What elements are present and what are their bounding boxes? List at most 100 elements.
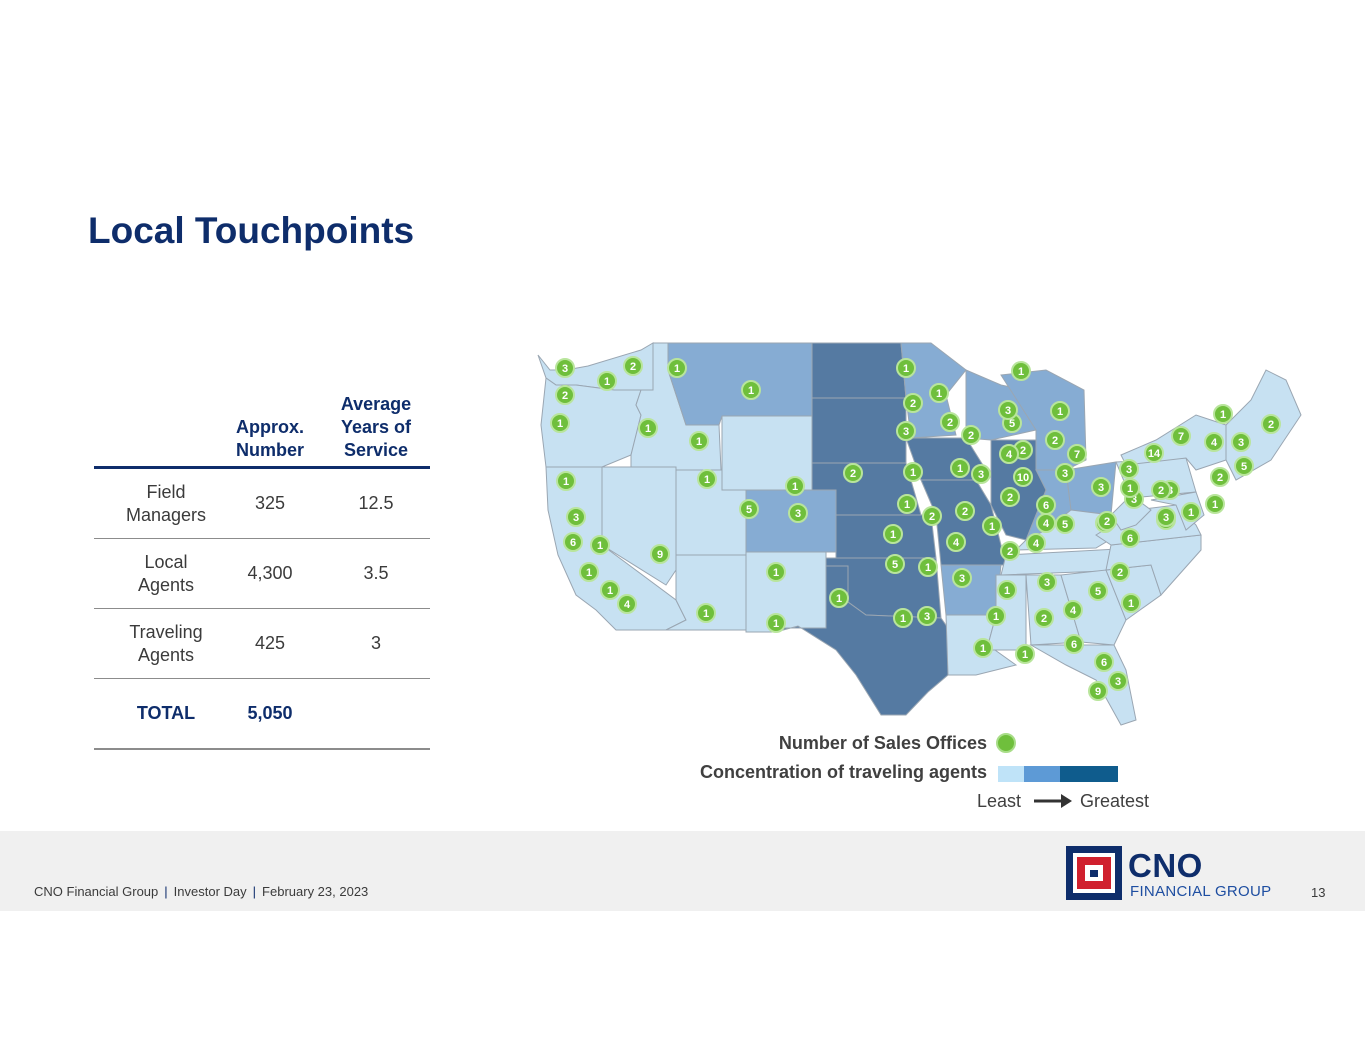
office-marker: 1 bbox=[918, 557, 938, 577]
office-count: 4 bbox=[1211, 437, 1218, 449]
office-marker: 6 bbox=[1094, 652, 1114, 672]
office-marker: 1 bbox=[997, 580, 1017, 600]
office-count: 1 bbox=[563, 476, 569, 488]
office-count: 1 bbox=[792, 481, 798, 493]
office-marker: 1 bbox=[590, 535, 610, 555]
legend-scale-least: Least bbox=[977, 791, 1022, 811]
office-marker: 2 bbox=[555, 385, 575, 405]
office-marker: 3 bbox=[1231, 432, 1251, 452]
office-marker: 1 bbox=[973, 638, 993, 658]
row-label: Local Agents bbox=[137, 551, 195, 595]
office-marker: 1 bbox=[883, 524, 903, 544]
office-marker: 1 bbox=[766, 613, 786, 633]
state-colorado bbox=[745, 489, 837, 553]
office-count: 3 bbox=[924, 611, 930, 623]
legend-concentration-label: Concentration of traveling agents bbox=[699, 762, 987, 782]
office-marker: 3 bbox=[952, 568, 972, 588]
office-count: 4 bbox=[1006, 449, 1013, 461]
office-marker: 3 bbox=[1091, 477, 1111, 497]
office-count: 4 bbox=[1033, 538, 1040, 550]
office-marker: 1 bbox=[667, 358, 687, 378]
office-marker: 1 bbox=[896, 358, 916, 378]
office-count: 1 bbox=[674, 363, 680, 375]
office-count: 1 bbox=[704, 474, 710, 486]
office-marker: 7 bbox=[1171, 426, 1191, 446]
office-marker: 6 bbox=[1036, 495, 1056, 515]
office-count: 5 bbox=[1062, 519, 1068, 531]
office-marker: 1 bbox=[597, 371, 617, 391]
office-count: 7 bbox=[1178, 431, 1184, 443]
office-marker: 2 bbox=[1097, 511, 1117, 531]
office-count: 2 bbox=[910, 398, 916, 410]
office-marker: 1 bbox=[893, 608, 913, 628]
office-count: 1 bbox=[645, 423, 651, 435]
office-count: 1 bbox=[900, 613, 906, 625]
office-count: 2 bbox=[929, 511, 935, 523]
row-number: 4,300 bbox=[247, 563, 293, 583]
office-marker: 4 bbox=[617, 594, 637, 614]
row-label: Traveling Agents bbox=[129, 621, 203, 665]
office-count: 1 bbox=[925, 562, 931, 574]
arrow-right-icon bbox=[1034, 794, 1072, 808]
office-count: 1 bbox=[607, 585, 613, 597]
office-marker: 1 bbox=[950, 458, 970, 478]
office-marker: 2 bbox=[1000, 487, 1020, 507]
office-marker: 3 bbox=[971, 464, 991, 484]
office-marker: 7 bbox=[1067, 444, 1087, 464]
office-marker: 1 bbox=[785, 476, 805, 496]
office-marker: 1 bbox=[689, 431, 709, 451]
office-marker: 4 bbox=[1036, 513, 1056, 533]
office-count: 1 bbox=[1220, 409, 1226, 421]
office-count: 3 bbox=[1098, 482, 1104, 494]
office-marker: 1 bbox=[897, 494, 917, 514]
touchpoints-table: Approx. Number Average Years of Service Fie… bbox=[94, 390, 430, 750]
office-marker: 1 bbox=[550, 413, 570, 433]
office-count: 1 bbox=[696, 436, 702, 448]
office-count: 3 bbox=[1062, 468, 1068, 480]
office-count: 1 bbox=[1128, 598, 1134, 610]
office-marker: 14 bbox=[1144, 443, 1164, 463]
office-marker: 4 bbox=[1026, 533, 1046, 553]
office-count: 4 bbox=[624, 599, 631, 611]
office-marker: 5 bbox=[739, 499, 759, 519]
header-years-of-service: Average Years of Service bbox=[340, 394, 412, 460]
office-count: 1 bbox=[703, 608, 709, 620]
office-count: 1 bbox=[557, 418, 563, 430]
row-years: 3.5 bbox=[363, 563, 389, 583]
office-marker: 2 bbox=[1151, 480, 1171, 500]
office-marker: 3 bbox=[1055, 463, 1075, 483]
state-regions bbox=[537, 342, 1302, 726]
legend-swatch-least bbox=[998, 766, 1024, 782]
office-count: 5 bbox=[1009, 418, 1015, 430]
legend-swatch-greatest bbox=[1060, 766, 1118, 782]
office-count: 6 bbox=[1127, 533, 1133, 545]
table-row-total: TOTAL 5,050 bbox=[94, 679, 430, 750]
office-marker: 1 bbox=[766, 562, 786, 582]
office-count: 1 bbox=[1004, 585, 1010, 597]
office-marker: 3 bbox=[1119, 459, 1139, 479]
office-count: 1 bbox=[773, 618, 779, 630]
office-count: 2 bbox=[1117, 567, 1123, 579]
row-years: 12.5 bbox=[358, 493, 394, 513]
office-count: 2 bbox=[1104, 516, 1110, 528]
state-michigan bbox=[1000, 369, 1087, 471]
office-count: 4 bbox=[1070, 605, 1077, 617]
office-marker: 2 bbox=[1045, 430, 1065, 450]
office-marker: 1 bbox=[697, 469, 717, 489]
office-count: 3 bbox=[795, 508, 801, 520]
office-marker: 2 bbox=[955, 501, 975, 521]
office-marker: 1 bbox=[982, 516, 1002, 536]
office-marker: 3 bbox=[566, 507, 586, 527]
office-marker: 2 bbox=[1110, 562, 1130, 582]
office-count: 3 bbox=[1131, 494, 1137, 506]
office-count: 14 bbox=[1148, 448, 1161, 460]
office-count: 6 bbox=[1043, 500, 1049, 512]
row-years bbox=[322, 679, 430, 748]
office-count: 3 bbox=[978, 469, 984, 481]
row-label: TOTAL bbox=[136, 703, 196, 723]
office-marker: 3 bbox=[1156, 507, 1176, 527]
office-count: 3 bbox=[1163, 512, 1169, 524]
office-marker: 1 bbox=[556, 471, 576, 491]
